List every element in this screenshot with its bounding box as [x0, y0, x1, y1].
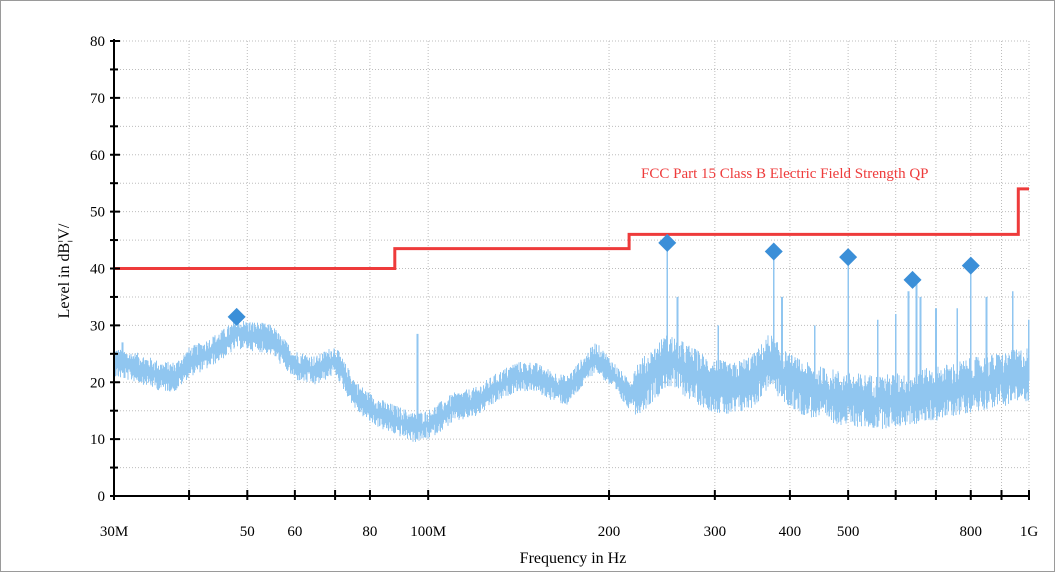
y-tick-label: 30 [90, 318, 105, 334]
peak-marker [839, 248, 858, 267]
x-tick-label: 60 [287, 524, 302, 540]
y-tick-label: 20 [90, 375, 105, 391]
x-tick-label: 30M [100, 524, 128, 540]
peak-marker [227, 307, 246, 326]
spectrum-path [113, 245, 1030, 442]
peak-markers [227, 233, 980, 326]
y-tick-label: 60 [90, 148, 105, 164]
y-tick-label: 40 [90, 262, 105, 278]
y-tick-label: 0 [98, 489, 106, 505]
limit-polyline [114, 187, 1029, 270]
x-tick-label: 80 [362, 524, 377, 540]
x-tick-label: 400 [779, 524, 802, 540]
x-tick-label: 500 [837, 524, 860, 540]
x-tick-label: 300 [704, 524, 727, 540]
peak-marker [903, 270, 922, 289]
x-tick-label: 50 [240, 524, 255, 540]
limit-line [114, 187, 1029, 270]
y-tick-label: 10 [90, 432, 105, 448]
x-tick-label: 200 [598, 524, 621, 540]
y-axis-title: Level in dB¦V/ [56, 223, 73, 318]
axes: 30M 50 60 80 100M 200 300 400 500 800 1G 0 10 20 30 40 5… [90, 34, 1038, 540]
x-tick-label: 800 [960, 524, 983, 540]
y-tick-label: 50 [90, 205, 105, 221]
peak-marker [658, 233, 677, 252]
limit-line-label: FCC Part 15 Class B Electric Field Stren… [641, 166, 929, 182]
spectrum-trace [113, 245, 1030, 442]
peak-marker [764, 242, 783, 261]
x-axis-title: Frequency in Hz [520, 550, 627, 567]
peak-marker [961, 256, 980, 275]
x-tick-label: 100M [410, 524, 446, 540]
x-tick-label: 1G [1020, 524, 1039, 540]
y-tick-label: 80 [90, 34, 105, 50]
y-tick-label: 70 [90, 91, 105, 107]
